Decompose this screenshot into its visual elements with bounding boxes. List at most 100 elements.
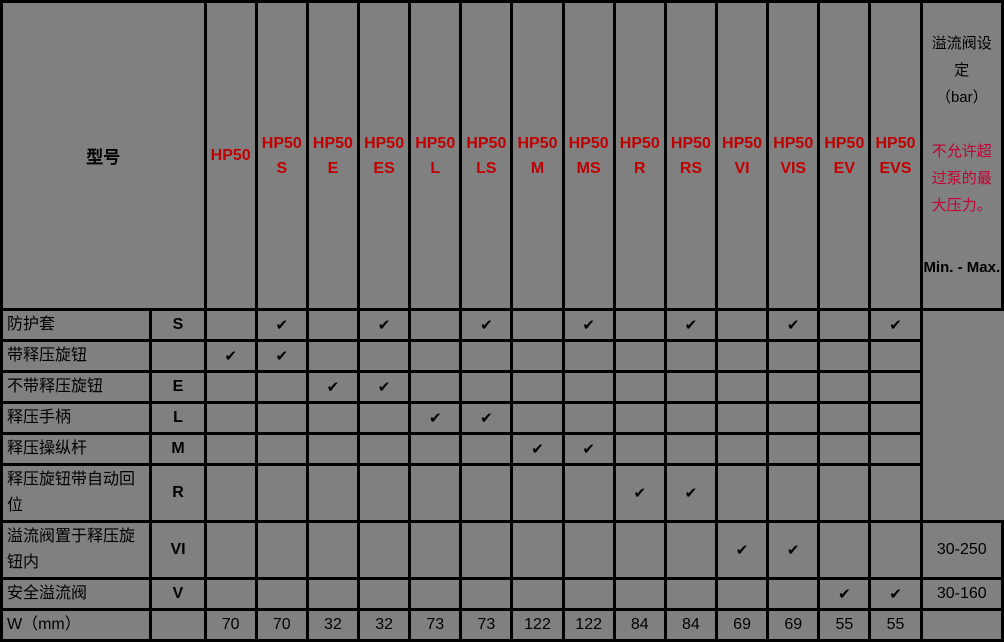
check-cell [459, 370, 514, 404]
check-cell [714, 577, 770, 611]
check-cell: ✔ [357, 308, 412, 342]
check-cell [357, 463, 412, 523]
check-cell [459, 520, 514, 580]
width-value: 73 [459, 608, 514, 642]
check-cell [305, 463, 361, 523]
check-cell [663, 370, 719, 404]
table-row-without-release-knob: 不带释压旋钮 E ✔ ✔ [0, 370, 1003, 404]
width-value: 73 [408, 608, 463, 642]
code-cell: VI [149, 520, 207, 580]
column-header-hp50vis: HP50 VIS [766, 0, 821, 311]
pressure-range-cell: 30-250 [919, 520, 1004, 580]
check-cell [714, 463, 770, 523]
table-row-protective-sleeve: 防护套 S ✔ ✔ ✔ ✔ ✔ ✔ ✔ [0, 308, 1003, 342]
row-label: 防护套 [0, 308, 153, 342]
check-cell [254, 520, 309, 580]
check-cell [663, 339, 719, 373]
header-row: 型号 HP50 HP50 S HP50 E HP50 ES HP50 L HP5… [0, 0, 1004, 311]
check-cell [305, 520, 361, 580]
table-row-width-mm: W（mm） 70 70 32 32 73 73 122 122 84 84 69… [0, 608, 1004, 642]
column-header-hp50: HP50 [203, 0, 258, 311]
check-cell [408, 463, 463, 523]
check-cell [510, 463, 565, 523]
model-column-title: 型号 [0, 0, 207, 311]
check-cell [766, 339, 821, 373]
check-cell [510, 308, 565, 342]
check-cell [663, 520, 719, 580]
check-cell [714, 339, 770, 373]
check-cell [305, 308, 361, 342]
check-cell [714, 401, 770, 435]
check-cell [510, 577, 565, 611]
code-cell: E [149, 370, 207, 404]
check-cell [254, 463, 309, 523]
check-cell [868, 432, 923, 466]
min-max-label: Min. - Max. [923, 259, 1001, 276]
check-cell [817, 401, 872, 435]
width-value: 84 [663, 608, 719, 642]
check-cell [203, 432, 258, 466]
check-cell [408, 308, 463, 342]
check-cell [612, 577, 667, 611]
check-cell: ✔ [714, 520, 770, 580]
column-header-hp50ev: HP50 EV [817, 0, 872, 311]
check-cell: ✔ [254, 308, 309, 342]
column-header-hp50ls: HP50 LS [459, 0, 514, 311]
check-cell [510, 370, 565, 404]
code-cell [149, 608, 207, 642]
check-cell [817, 308, 872, 342]
row-label: 释压操纵杆 [0, 432, 153, 466]
check-cell: ✔ [663, 308, 719, 342]
check-cell [561, 463, 616, 523]
row-label: 带释压旋钮 [0, 339, 153, 373]
width-value: 122 [561, 608, 616, 642]
row-label: 安全溢流阀 [0, 577, 153, 611]
table-row-auto-return-knob: 释压旋钮带自动回位 R ✔ ✔ [0, 463, 1003, 523]
width-value: 84 [612, 608, 667, 642]
check-cell [203, 577, 258, 611]
check-cell [510, 520, 565, 580]
check-cell [357, 577, 412, 611]
check-cell [612, 520, 667, 580]
check-cell [203, 401, 258, 435]
column-header-hp50m: HP50 M [510, 0, 565, 311]
check-cell [766, 401, 821, 435]
check-cell [868, 401, 923, 435]
check-cell [766, 577, 821, 611]
width-value: 69 [714, 608, 770, 642]
check-cell [612, 339, 667, 373]
check-cell [663, 401, 719, 435]
check-cell [714, 308, 770, 342]
check-cell: ✔ [459, 401, 514, 435]
relief-valve-setting-text: 溢流阀设 定 （bar） [931, 35, 992, 106]
check-cell [459, 463, 514, 523]
column-header-hp50l: HP50 L [408, 0, 463, 311]
check-cell [612, 432, 667, 466]
width-value: 55 [817, 608, 872, 642]
table-row-release-lever: 释压操纵杆 M ✔ ✔ [0, 432, 1003, 466]
width-value: 70 [254, 608, 309, 642]
row-label: 释压旋钮带自动回位 [0, 463, 153, 523]
check-cell [254, 401, 309, 435]
check-cell [868, 339, 923, 373]
check-cell [766, 432, 821, 466]
table-row-with-release-knob: 带释压旋钮 ✔ ✔ [0, 339, 1003, 373]
check-cell [408, 370, 463, 404]
check-cell: ✔ [868, 577, 923, 611]
check-cell [612, 401, 667, 435]
check-cell [766, 370, 821, 404]
check-cell [714, 370, 770, 404]
check-cell [408, 577, 463, 611]
check-cell [254, 577, 309, 611]
check-cell [817, 370, 872, 404]
column-header-hp50r: HP50 R [612, 0, 667, 311]
check-cell [868, 370, 923, 404]
width-value: 32 [357, 608, 412, 642]
check-cell: ✔ [459, 308, 514, 342]
check-cell [459, 339, 514, 373]
check-cell [868, 463, 923, 523]
column-header-hp50ms: HP50 MS [561, 0, 616, 311]
check-cell: ✔ [663, 463, 719, 523]
check-cell [357, 432, 412, 466]
